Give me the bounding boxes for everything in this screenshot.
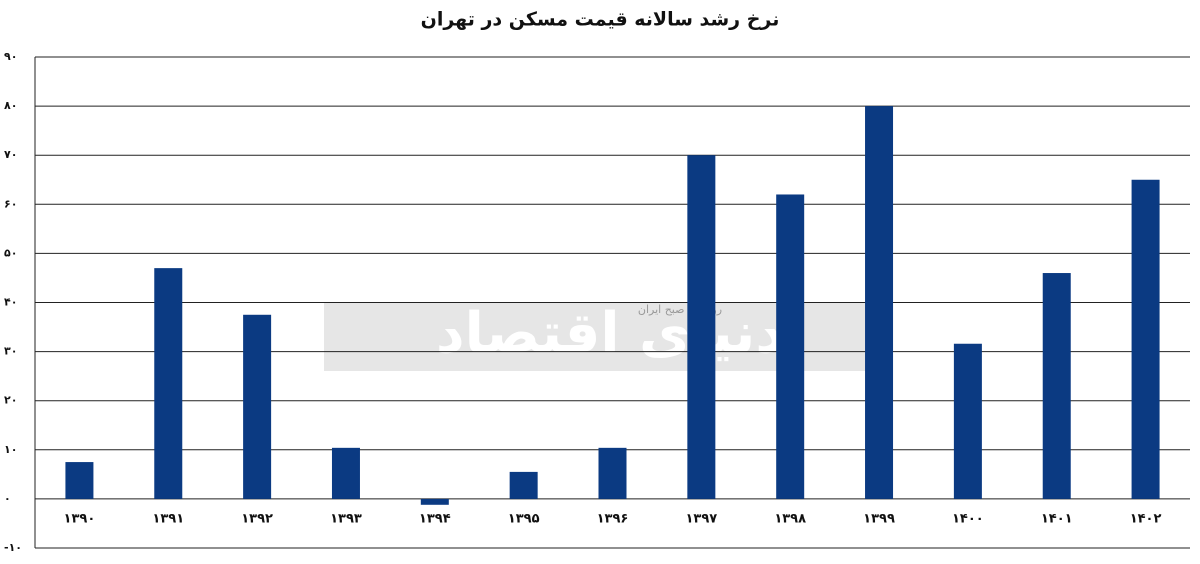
bar	[509, 471, 538, 499]
x-tick-label: ۱۳۹۰	[64, 511, 96, 526]
bar	[687, 155, 716, 499]
bar	[154, 268, 183, 499]
y-tick-label: ۶۰	[4, 197, 17, 210]
x-tick-label: ۱۳۹۴	[419, 511, 451, 526]
bar	[953, 343, 982, 499]
watermark: دنیای اقتصاد	[436, 301, 784, 366]
y-tick-label: ۵۰	[4, 246, 17, 259]
y-tick-label: -۱۰	[4, 541, 22, 554]
x-tick-label: ۱۴۰۰	[952, 511, 984, 526]
bar	[243, 314, 272, 499]
y-tick-label: ۲۰	[4, 394, 17, 407]
bar	[331, 447, 360, 499]
y-tick-label: ۷۰	[4, 148, 17, 161]
x-tick-label: ۱۳۹۶	[597, 511, 629, 526]
chart-title: نرخ رشد سالانه قیمت مسکن در تهران	[421, 9, 780, 31]
y-tick-label: ۹۰	[4, 50, 17, 63]
x-tick-label: ۱۴۰۱	[1041, 511, 1073, 526]
x-tick-label: ۱۴۰۲	[1130, 511, 1162, 526]
x-tick-label: ۱۳۹۸	[774, 511, 806, 526]
x-tick-label: ۱۳۹۱	[152, 511, 184, 526]
bar	[420, 498, 449, 505]
y-tick-label: ۴۰	[4, 296, 17, 309]
x-tick-label: ۱۳۹۵	[508, 511, 540, 526]
y-tick-label: ۰	[4, 492, 11, 505]
y-tick-label: ۳۰	[4, 345, 17, 358]
x-tick-label: ۱۳۹۳	[330, 511, 362, 526]
y-tick-label: ۱۰	[4, 443, 17, 456]
bar	[865, 106, 894, 499]
bar	[776, 194, 805, 499]
bar	[598, 447, 627, 499]
bar	[1131, 179, 1160, 499]
bar	[1042, 273, 1071, 499]
x-tick-label: ۱۳۹۷	[685, 511, 717, 526]
x-tick-label: ۱۳۹۹	[863, 511, 895, 526]
bar	[65, 462, 94, 499]
x-tick-label: ۱۳۹۲	[241, 511, 273, 526]
y-tick-label: ۸۰	[4, 99, 17, 112]
